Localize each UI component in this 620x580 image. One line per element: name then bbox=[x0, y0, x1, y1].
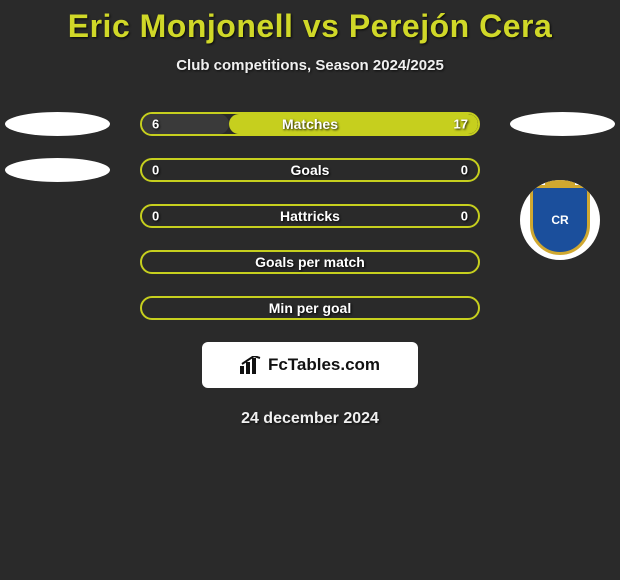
club-crest: CR bbox=[520, 180, 600, 260]
branding-box: FcTables.com bbox=[202, 342, 418, 388]
subtitle: Club competitions, Season 2024/2025 bbox=[0, 57, 620, 74]
player-left-badge bbox=[5, 250, 110, 274]
player-left-badge bbox=[5, 296, 110, 320]
stat-value-left: 6 bbox=[152, 117, 159, 132]
player-left-badge bbox=[5, 204, 110, 228]
stat-value-right: 17 bbox=[454, 117, 468, 132]
stat-label: Goals per match bbox=[255, 254, 365, 270]
player-right-name: Perejón Cera bbox=[349, 8, 552, 44]
stat-label: Min per goal bbox=[269, 300, 351, 316]
stat-row: Min per goal bbox=[0, 296, 620, 320]
stat-label: Goals bbox=[291, 162, 330, 178]
stat-row: 0 0 Goals bbox=[0, 158, 620, 182]
stat-value-left: 0 bbox=[152, 163, 159, 178]
crest-text: CR bbox=[551, 214, 568, 226]
date-text: 24 december 2024 bbox=[0, 410, 620, 428]
player-right-badge bbox=[510, 296, 615, 320]
shield-icon: CR bbox=[530, 185, 590, 255]
stat-bar: 0 0 Goals bbox=[140, 158, 480, 182]
player-left-badge bbox=[5, 112, 110, 136]
stat-bar: 0 0 Hattricks bbox=[140, 204, 480, 228]
player-left-name: Eric Monjonell bbox=[68, 8, 294, 44]
stat-bar: Goals per match bbox=[140, 250, 480, 274]
comparison-title: Eric Monjonell vs Perejón Cera bbox=[0, 0, 620, 45]
stat-bar: 6 17 Matches bbox=[140, 112, 480, 136]
stat-value-right: 0 bbox=[461, 209, 468, 224]
stat-label: Matches bbox=[282, 116, 338, 132]
stat-value-right: 0 bbox=[461, 163, 468, 178]
chart-icon bbox=[240, 356, 262, 374]
player-left-badge bbox=[5, 158, 110, 182]
player-right-badge bbox=[510, 112, 615, 136]
vs-text: vs bbox=[303, 8, 340, 44]
stat-bar: Min per goal bbox=[140, 296, 480, 320]
stat-row: Goals per match bbox=[0, 250, 620, 274]
bar-fill-right bbox=[229, 114, 478, 134]
branding-text: FcTables.com bbox=[268, 355, 380, 375]
stat-value-left: 0 bbox=[152, 209, 159, 224]
stat-row: 6 17 Matches bbox=[0, 112, 620, 136]
player-right-badge bbox=[510, 158, 615, 182]
stat-label: Hattricks bbox=[280, 208, 340, 224]
